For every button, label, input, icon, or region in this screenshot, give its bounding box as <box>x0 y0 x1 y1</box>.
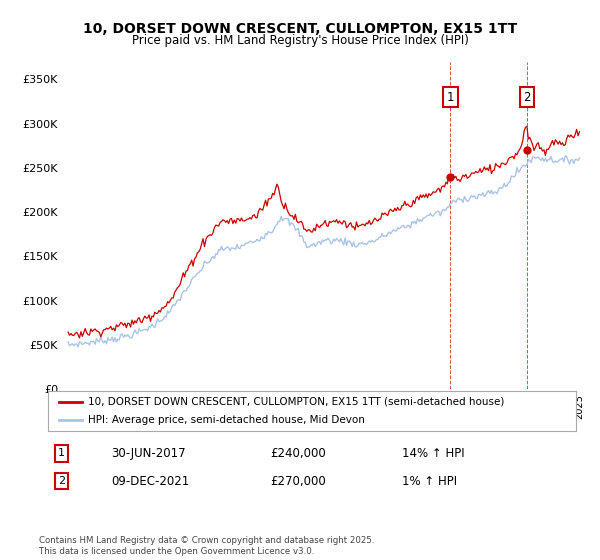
Text: 10, DORSET DOWN CRESCENT, CULLOMPTON, EX15 1TT (semi-detached house): 10, DORSET DOWN CRESCENT, CULLOMPTON, EX… <box>88 397 504 407</box>
Text: 30-JUN-2017: 30-JUN-2017 <box>112 447 186 460</box>
Text: £240,000: £240,000 <box>270 447 326 460</box>
Text: £270,000: £270,000 <box>270 474 326 488</box>
Text: 09-DEC-2021: 09-DEC-2021 <box>112 474 190 488</box>
Text: 2: 2 <box>58 476 65 486</box>
Text: Contains HM Land Registry data © Crown copyright and database right 2025.
This d: Contains HM Land Registry data © Crown c… <box>39 536 374 556</box>
Text: 14% ↑ HPI: 14% ↑ HPI <box>402 447 464 460</box>
Text: 1: 1 <box>58 449 65 459</box>
Text: 10, DORSET DOWN CRESCENT, CULLOMPTON, EX15 1TT: 10, DORSET DOWN CRESCENT, CULLOMPTON, EX… <box>83 22 517 36</box>
Text: HPI: Average price, semi-detached house, Mid Devon: HPI: Average price, semi-detached house,… <box>88 416 364 425</box>
Text: 1% ↑ HPI: 1% ↑ HPI <box>402 474 457 488</box>
Text: 1: 1 <box>446 91 454 104</box>
Text: Price paid vs. HM Land Registry's House Price Index (HPI): Price paid vs. HM Land Registry's House … <box>131 34 469 46</box>
Text: 2: 2 <box>523 91 530 104</box>
